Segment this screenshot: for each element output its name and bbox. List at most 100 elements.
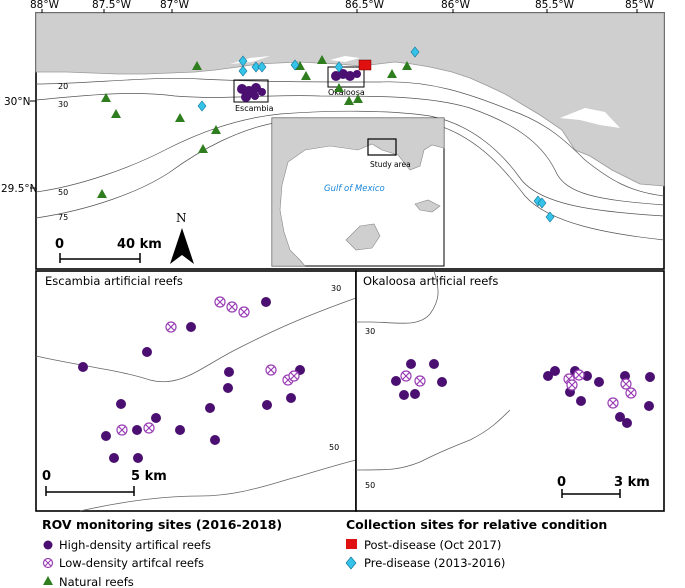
coastline-land — [35, 12, 665, 187]
okaloosa-depth-50: 50 — [365, 481, 375, 490]
natural-reef-legend-label: Natural reefs — [59, 575, 134, 588]
high-density-reef-marker — [210, 435, 220, 445]
legend: ROV monitoring sites (2016-2018) High-de… — [42, 517, 607, 588]
pre-disease-marker — [238, 65, 248, 77]
high-density-reef-marker — [109, 453, 119, 463]
latitude-label-29-5: 29.5°N — [1, 183, 37, 195]
high-density-reef-marker — [223, 383, 233, 393]
high-density-reef-marker — [622, 418, 632, 428]
overview-scale-start: 0 — [55, 237, 64, 252]
low-density-reef-marker — [607, 397, 619, 409]
low-density-reef-marker — [265, 364, 277, 376]
collection-legend-title: Collection sites for relative condition — [346, 517, 607, 532]
longitude-label: 85.5°W — [535, 0, 575, 11]
low-density-reef-marker — [414, 375, 426, 387]
low-density-legend-label: Low-density artifcal reefs — [59, 556, 204, 570]
high-density-reef-marker — [645, 372, 655, 382]
high-density-reef-marker — [594, 377, 604, 387]
natural-reef-marker — [175, 113, 185, 122]
pre-disease-legend-icon — [345, 556, 357, 570]
pre-disease-marker — [257, 61, 267, 73]
high-density-reef-marker — [78, 362, 88, 372]
okaloosa-panel-title: Okaloosa artificial reefs — [363, 274, 498, 288]
high-density-reef-marker — [576, 396, 586, 406]
pre-disease-marker — [410, 46, 420, 58]
post-disease-site — [358, 59, 372, 71]
high-density-reef-marker — [262, 400, 272, 410]
okaloosa-box — [327, 66, 365, 88]
high-density-reef-marker — [644, 401, 654, 411]
natural-reef-marker — [353, 94, 363, 103]
natural-reef-marker — [192, 61, 202, 70]
high-density-reef-marker — [543, 371, 553, 381]
okaloosa-panel: Okaloosa artificial reefs 30 50 0 3 km — [355, 270, 665, 512]
okaloosa-cluster — [331, 69, 361, 81]
high-density-reef-marker — [224, 367, 234, 377]
low-density-reef-marker — [116, 424, 128, 436]
high-density-reef-marker — [399, 390, 409, 400]
natural-reef-marker — [101, 93, 111, 102]
natural-reef-marker — [344, 96, 354, 105]
latitude-label-30: 30°N — [4, 96, 30, 108]
high-density-reef-marker — [142, 347, 152, 357]
high-density-reef-marker — [101, 431, 111, 441]
natural-reef-marker — [97, 189, 107, 198]
high-density-reef-marker — [620, 371, 630, 381]
depth-label-50: 50 — [58, 188, 68, 197]
natural-reef-marker — [317, 55, 327, 64]
longitude-label: 87°W — [160, 0, 190, 11]
okaloosa-scale-end: 3 km — [614, 475, 650, 490]
overview-scale-end: 40 km — [117, 237, 162, 252]
escambia-panel-title: Escambia artificial reefs — [45, 274, 183, 288]
low-density-reef-marker — [143, 422, 155, 434]
high-density-reef-marker — [261, 297, 271, 307]
longitude-axis: 88°W 87.5°W 87°W 86.5°W 86°W 85.5°W 85°W — [30, 0, 655, 13]
escambia-scale-start: 0 — [42, 469, 51, 484]
low-density-reef-marker — [573, 369, 585, 381]
longitude-label: 86°W — [441, 0, 471, 11]
high-density-reef-marker — [116, 399, 126, 409]
inset-map: Study area Gulf of Mexico — [271, 117, 445, 267]
natural-reef-marker — [211, 125, 221, 134]
high-density-legend-icon — [43, 540, 53, 550]
high-density-reef-marker — [437, 377, 447, 387]
okaloosa-box-label: Okaloosa — [328, 88, 365, 97]
rov-legend-title: ROV monitoring sites (2016-2018) — [42, 517, 282, 532]
pre-disease-marker — [251, 61, 261, 73]
high-density-reef-marker — [582, 371, 592, 381]
natural-reef-marker — [295, 61, 305, 70]
low-density-reef-marker — [625, 387, 637, 399]
natural-reef-marker — [334, 83, 344, 92]
low-density-reef-marker — [566, 379, 578, 391]
escambia-box-label: Escambia — [235, 104, 274, 113]
depth-label-75: 75 — [58, 213, 68, 222]
escambia-panel: Escambia artificial reefs 30 50 0 5 km — [35, 270, 357, 512]
pre-disease-marker — [334, 61, 344, 73]
natural-reef-marker — [387, 69, 397, 78]
high-density-reef-marker — [410, 389, 420, 399]
high-density-reef-marker — [406, 359, 416, 369]
high-density-reef-marker — [205, 403, 215, 413]
pre-disease-marker — [290, 59, 300, 71]
high-density-reef-marker — [550, 366, 560, 376]
longitude-label: 87.5°W — [92, 0, 132, 11]
north-label: N — [176, 211, 187, 225]
high-density-reef-marker — [391, 376, 401, 386]
study-area-label: Study area — [370, 160, 411, 169]
escambia-cluster — [237, 83, 266, 102]
escambia-scale-end: 5 km — [131, 469, 167, 484]
low-density-reef-marker — [238, 306, 250, 318]
low-density-reef-marker — [226, 301, 238, 313]
longitude-label: 85°W — [625, 0, 655, 11]
escambia-depth-50: 50 — [329, 443, 339, 452]
depth-label-30: 30 — [58, 100, 68, 109]
longitude-label: 86.5°W — [345, 0, 385, 11]
low-density-reef-marker — [620, 378, 632, 390]
gulf-of-mexico-label: Gulf of Mexico — [324, 184, 385, 194]
pre-disease-marker — [537, 197, 547, 209]
natural-reef-legend-icon — [43, 576, 53, 585]
low-density-reef-marker — [165, 321, 177, 333]
high-density-reef-marker — [151, 413, 161, 423]
pre-disease-marker — [197, 100, 207, 112]
natural-reef-marker — [111, 109, 121, 118]
